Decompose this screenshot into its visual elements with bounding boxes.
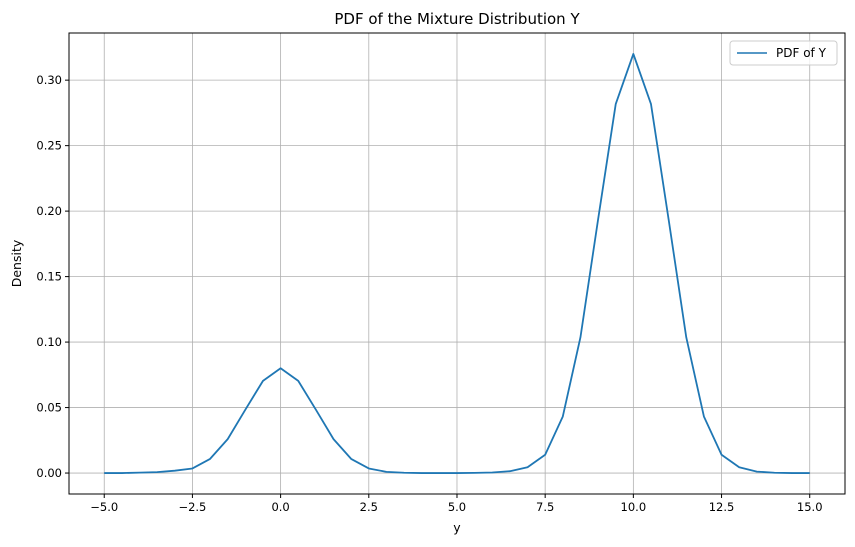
y-tick-label: 0.05	[36, 401, 62, 415]
x-tick-label: 2.5	[360, 500, 378, 514]
y-tick-label: 0.25	[36, 139, 62, 153]
series-line	[104, 53, 810, 474]
legend-box	[729, 40, 838, 66]
y-tick-label: 0.30	[36, 73, 62, 87]
y-axis: 0.00 0.05 0.10 0.15 0.20 0.25 0.30	[36, 73, 69, 480]
x-tick-label: 7.5	[536, 500, 554, 514]
y-tick-label: 0.10	[36, 335, 62, 349]
x-axis-label: y	[453, 520, 461, 535]
series-layer	[104, 53, 810, 474]
y-axis-label: Density	[9, 239, 24, 287]
y-tick-label: 0.20	[36, 204, 62, 218]
x-axis: −5.0 −2.5 0.0 2.5 5.0 7.5 10.0 12.5 15.0	[90, 494, 823, 514]
legend: PDF of Y	[729, 40, 838, 66]
x-tick-label: 0.0	[271, 500, 289, 514]
x-tick-label: 15.0	[797, 500, 823, 514]
y-tick-label: 0.00	[36, 466, 62, 480]
x-tick-label: −2.5	[178, 500, 206, 514]
x-tick-label: 12.5	[709, 500, 735, 514]
y-tick-label: 0.15	[36, 270, 62, 284]
legend-label: PDF of Y	[776, 46, 827, 60]
chart-title: PDF of the Mixture Distribution Y	[334, 10, 580, 28]
grid	[69, 33, 845, 494]
x-tick-label: −5.0	[90, 500, 118, 514]
x-tick-label: 5.0	[448, 500, 466, 514]
x-tick-label: 10.0	[621, 500, 647, 514]
